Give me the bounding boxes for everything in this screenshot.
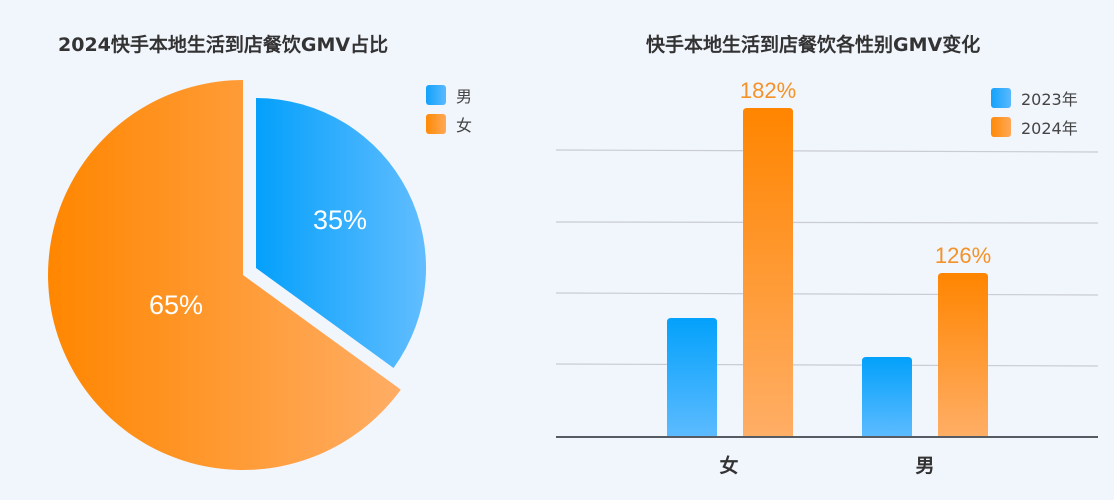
pie-legend: 男 女	[426, 80, 472, 138]
legend-item-male[interactable]: 男	[426, 80, 472, 109]
legend-swatch-blue	[991, 87, 1011, 108]
pie-slice-female[interactable]	[48, 80, 401, 471]
pie-label-male: 35%	[313, 205, 367, 235]
bar-male-2024[interactable]	[938, 273, 988, 437]
pie-label-female: 65%	[149, 290, 203, 320]
annotation-male-growth: 126%	[935, 243, 991, 268]
legend-swatch-orange	[426, 113, 446, 134]
annotation-female-growth: 182%	[740, 78, 796, 103]
bar-group-female	[667, 108, 793, 437]
bar-legend: 2023年 2024年	[991, 83, 1078, 141]
bar-female-2024[interactable]	[743, 108, 793, 437]
pie-slice-male[interactable]	[256, 98, 427, 368]
x-tick-female: 女	[719, 454, 738, 477]
legend-swatch-orange	[991, 116, 1011, 137]
bar-chart-title: 快手本地生活到店餐饮各性别GMV变化	[646, 34, 981, 56]
bar-group-male	[862, 273, 988, 437]
bar-male-2023[interactable]	[862, 357, 912, 437]
bar-gridlines	[555, 149, 1099, 367]
legend-item-female[interactable]: 女	[426, 109, 472, 138]
legend-label: 女	[456, 115, 473, 135]
pie-chart-title: 2024快手本地生活到店餐饮GMV占比	[58, 34, 389, 56]
legend-item-2024[interactable]: 2024年	[991, 112, 1078, 141]
legend-label: 2023年	[1021, 89, 1078, 109]
x-tick-male: 男	[915, 455, 934, 477]
legend-label: 男	[456, 86, 473, 106]
legend-item-2023[interactable]: 2023年	[991, 83, 1078, 112]
legend-label: 2024年	[1021, 118, 1078, 138]
legend-swatch-blue	[426, 84, 446, 105]
pie-chart	[48, 80, 427, 471]
bar-female-2023[interactable]	[667, 318, 717, 437]
